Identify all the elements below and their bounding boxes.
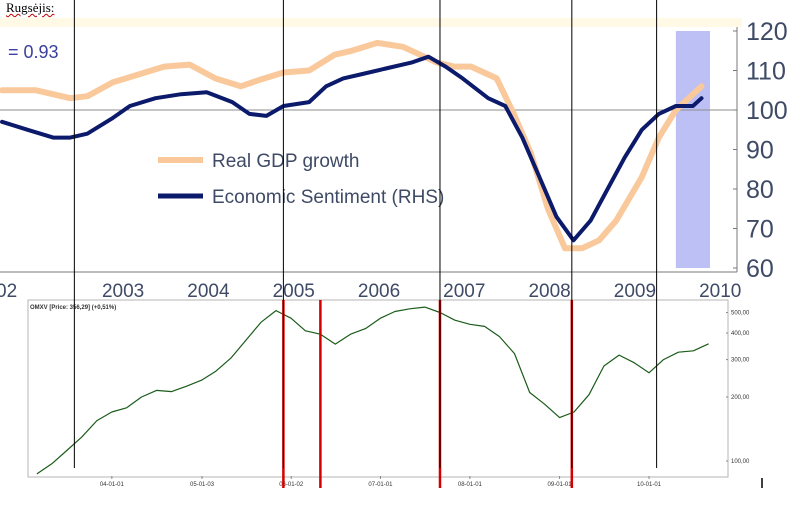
x-tick-label-02: 02: [0, 281, 17, 302]
omxv-x-tick-label-09-01-01: 09-01-01: [548, 482, 573, 488]
x-tick-label-2003: 2003: [102, 281, 144, 302]
x-tick-label-2008: 2008: [528, 281, 570, 302]
y-tick-label-90: 90: [746, 137, 774, 165]
x-tick-label-2007: 2007: [443, 281, 485, 302]
correlation-annotation: = 0.93: [8, 42, 59, 62]
series-line-gdp: [0, 39, 705, 252]
x-tick-label-2004: 2004: [187, 281, 230, 302]
omxv-x-tick-label-10-01-01: 10-01-01: [637, 482, 662, 488]
y-tick-label-60: 60: [746, 255, 774, 283]
omxv-y-tick-label-500: 500,00: [731, 310, 750, 316]
x-tick-label-2006: 2006: [358, 281, 400, 302]
y-tick-label-100: 100: [746, 97, 788, 125]
series-line-omxv: [36, 306, 709, 475]
omxv-x-tick-label-05-01-03: 05-01-03: [190, 482, 215, 488]
legend-label-gdp: Real GDP growth: [212, 151, 360, 172]
forecast-shade: [675, 31, 710, 268]
x-tick-label-2005: 2005: [273, 281, 315, 302]
economic-chart: 60 70 80 90 100 110 120 02 2003 2004 2005 2006 2007…: [0, 18, 788, 302]
y-tick-label-120: 120: [746, 18, 788, 46]
omxv-title: OMXV [Price: 356,29] (+0,51%): [30, 305, 116, 311]
y-tick-label-70: 70: [746, 216, 774, 244]
series-line-sentiment: [0, 54, 704, 243]
x-tick-label-2010: 2010: [699, 281, 741, 302]
omxv-x-tick-label-04-01-01: 04-01-01: [100, 482, 125, 488]
omxv-x-tick-label-06-01-02: 06-01-02: [279, 482, 304, 488]
top-band: [0, 18, 742, 27]
legend-label-sentiment: Economic Sentiment (RHS): [212, 187, 444, 208]
omxv-y-tick-label-400: 400,00: [731, 331, 750, 337]
page-title: Rugsėjis:: [6, 0, 55, 15]
omxv-chart: OMXV [Price: 356,29] (+0,51%) 500,00 400,…: [27, 299, 763, 488]
omxv-y-tick-label-100: 100,00: [731, 459, 750, 465]
omxv-x-tick-label-08-01-01: 08-01-01: [458, 482, 483, 488]
y-tick-label-110: 110: [746, 58, 786, 86]
omxv-x-tick-label-07-01-01: 07-01-01: [368, 482, 393, 488]
y-tick-label-80: 80: [746, 176, 774, 204]
x-tick-label-2009: 2009: [614, 281, 656, 302]
omxv-plot-frame: [27, 299, 729, 478]
omxv-y-tick-label-200: 200,00: [731, 395, 750, 401]
omxv-y-tick-label-300: 300,00: [731, 358, 750, 364]
